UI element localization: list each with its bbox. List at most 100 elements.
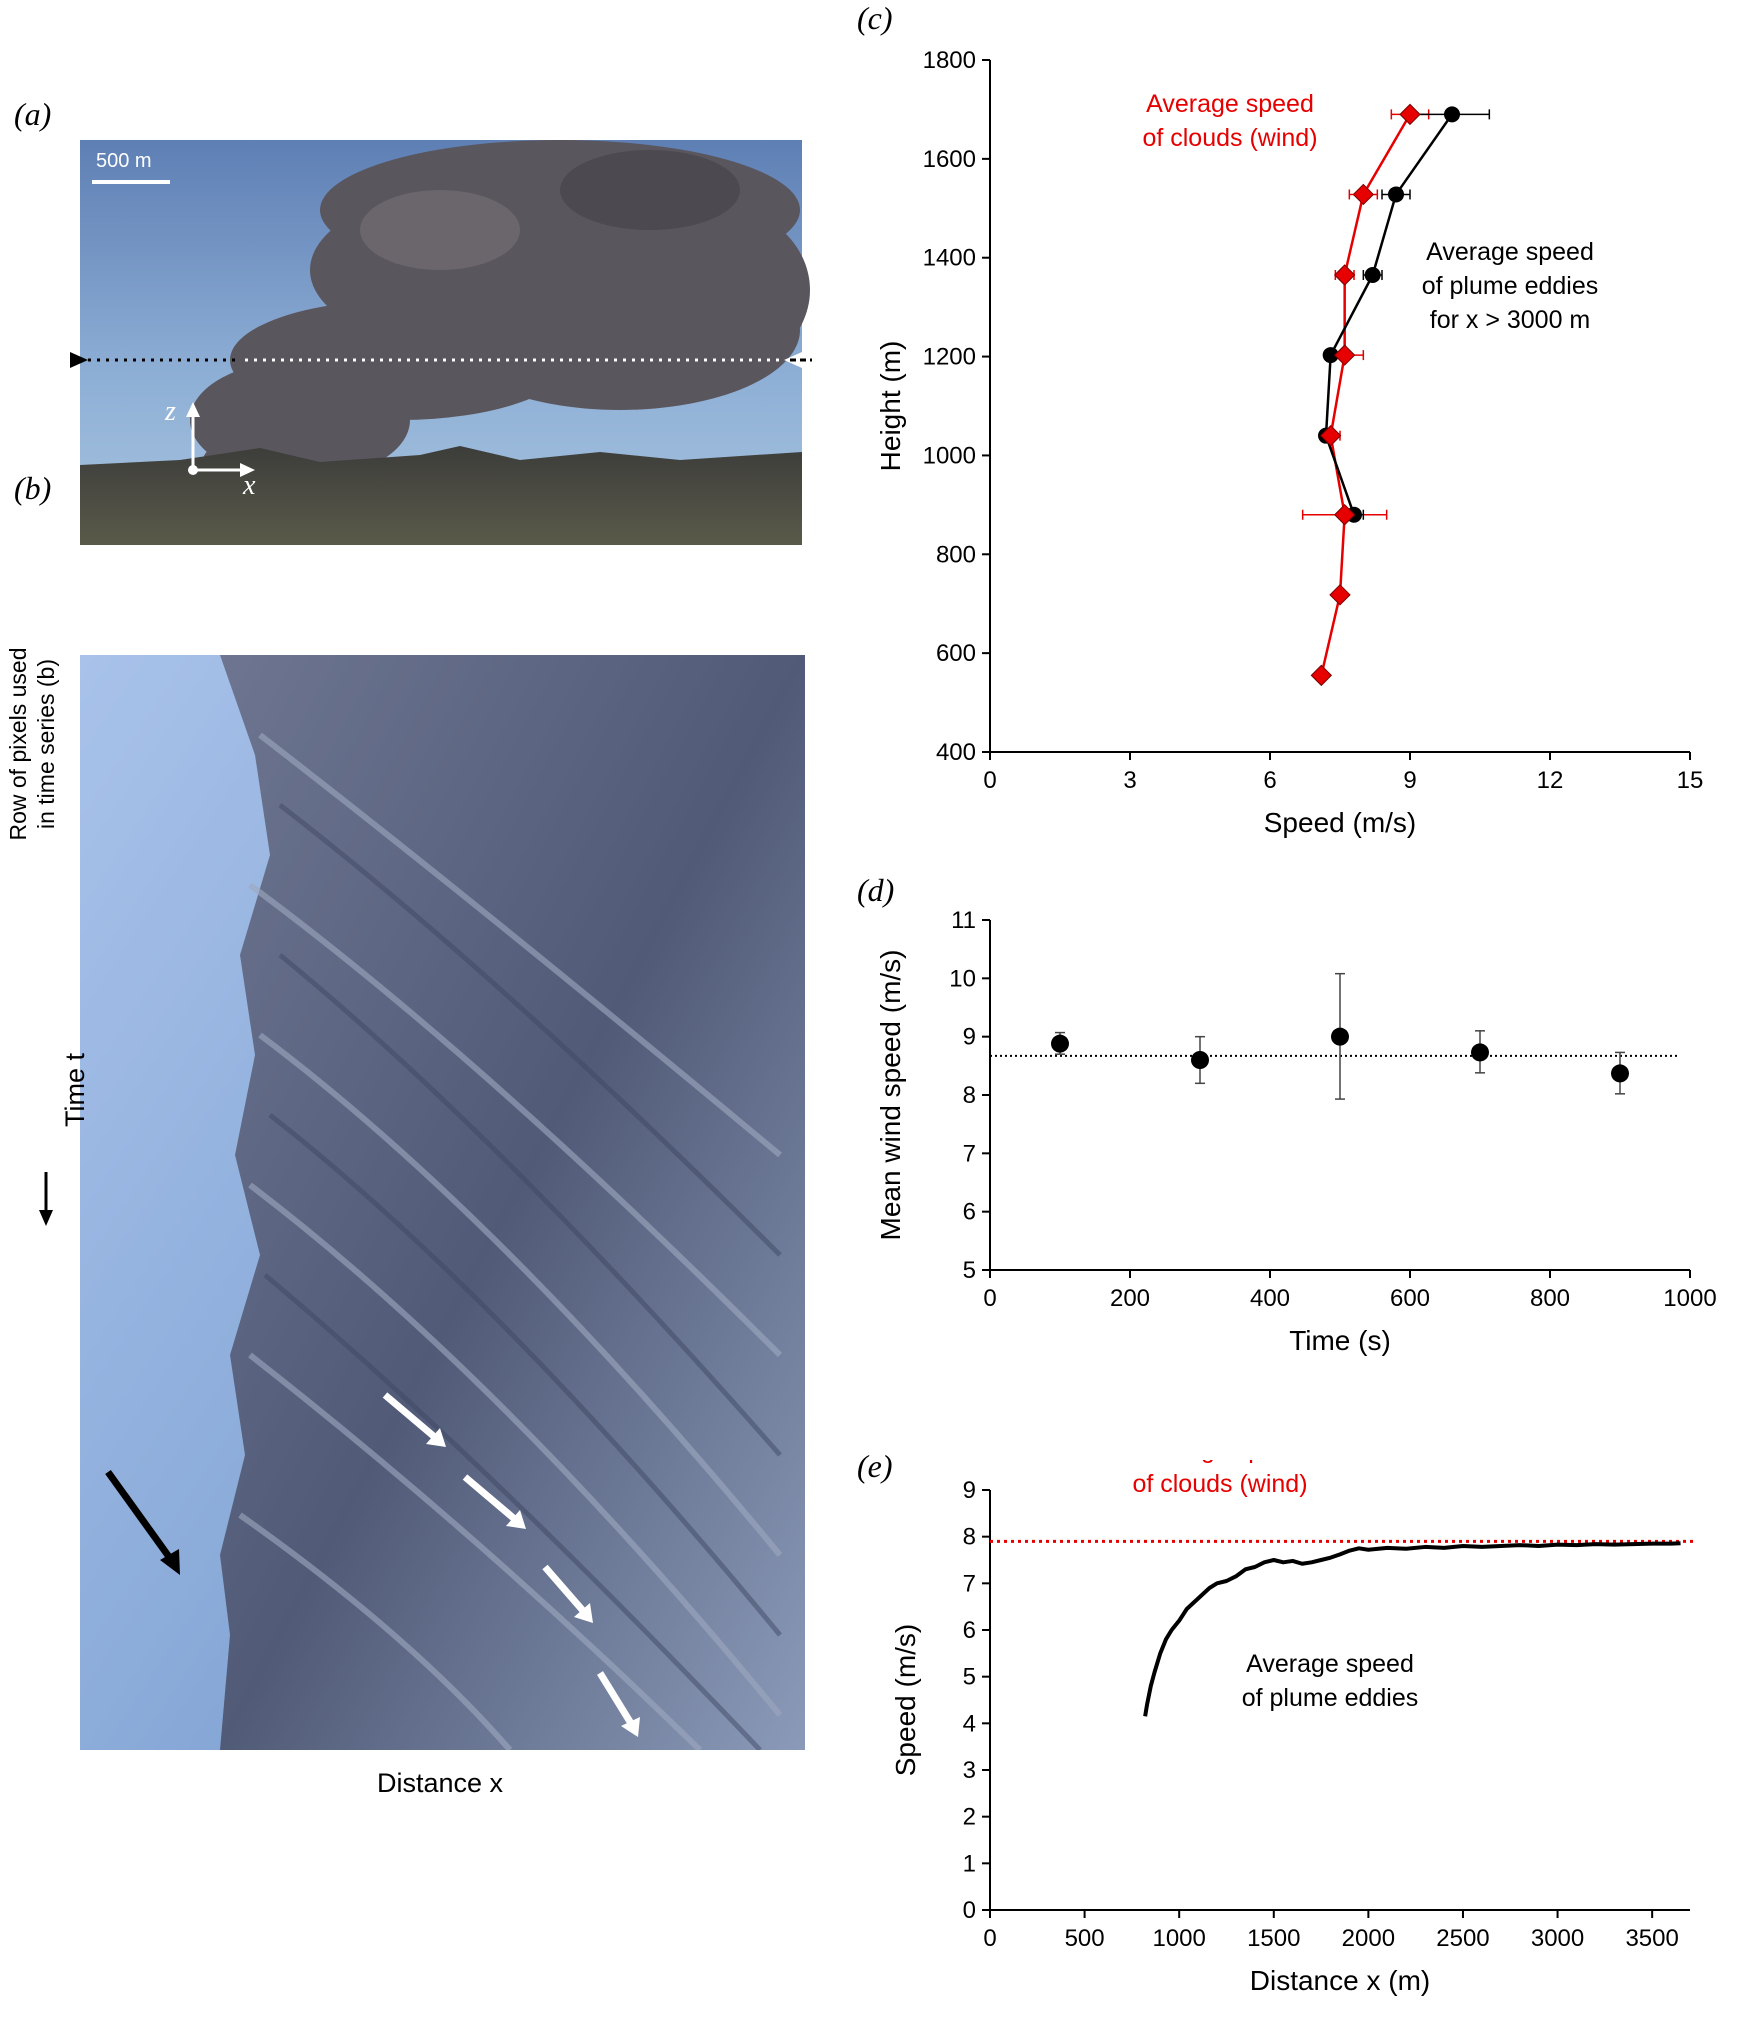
- y-tick-label: 1600: [923, 146, 976, 173]
- annotation-clouds-2: of clouds (wind): [1142, 124, 1317, 152]
- plume-streaks: [220, 655, 805, 1750]
- data-point: [1611, 1064, 1629, 1083]
- y-tick-label: 3: [963, 1757, 976, 1784]
- y-tick-label: 5: [963, 1664, 976, 1691]
- x-axis-title: Distance x (m): [1250, 1965, 1430, 1996]
- series-line-clouds: [1320, 113, 1412, 676]
- x-arrow-head-icon: [240, 463, 255, 477]
- row-pixels-label-line1: Row of pixels used: [5, 647, 31, 841]
- y-tick-label: 600: [936, 640, 976, 667]
- data-point: [1051, 1034, 1069, 1053]
- eddy-streaks-dark: [263, 803, 782, 1750]
- annotation-eddies-2: of plume eddies: [1422, 272, 1599, 300]
- y-tick-label: 7: [963, 1140, 976, 1167]
- annotation-eddies-2: of plume eddies: [1242, 1684, 1419, 1712]
- y-tick-label: 11: [951, 907, 976, 934]
- x-tick-label: 400: [1250, 1285, 1290, 1312]
- x-tick-label: 1000: [1152, 1925, 1205, 1952]
- x-tick-label: 2000: [1342, 1925, 1395, 1952]
- time-axis-label: Time t: [60, 1053, 90, 1127]
- scale-bar-label: 500 m: [96, 150, 152, 172]
- origin-dot: [188, 465, 198, 475]
- chart-c: 0 3 6 9 12 15 400 600 800 1000 1200 1400 1600 1800 Spe…: [875, 47, 1704, 838]
- x-tick-label: 2500: [1436, 1925, 1489, 1952]
- y-tick-label: 8: [963, 1524, 976, 1551]
- x-axis-label: x: [243, 470, 256, 501]
- data-point-clouds: [1310, 664, 1333, 687]
- data-point: [1191, 1051, 1209, 1069]
- y-tick-label: 4: [963, 1710, 976, 1737]
- x-tick-label: 15: [1677, 767, 1704, 794]
- data-point-eddies: [1444, 106, 1460, 123]
- panel-label-d: (d): [857, 872, 895, 908]
- black-arrowhead-icon: [160, 1549, 180, 1575]
- y-tick-label: 6: [963, 1617, 976, 1644]
- x-tick-label: 0: [983, 1925, 996, 1952]
- x-tick-label: 0: [983, 1285, 996, 1312]
- y-tick-label: 1: [963, 1850, 976, 1877]
- panel-a-photo: [70, 140, 812, 545]
- x-tick-label: 600: [1390, 1285, 1430, 1312]
- annotation-clouds-1: Average speed: [1136, 1460, 1304, 1464]
- x-tick-label: 500: [1065, 1925, 1105, 1952]
- y-tick-label: 8: [963, 1082, 976, 1109]
- data-point: [1471, 1043, 1489, 1062]
- x-tick-label: 3: [1123, 767, 1136, 794]
- y-tick-label: 9: [963, 1024, 976, 1051]
- data-point-clouds: [1333, 504, 1356, 526]
- data-point-clouds: [1352, 183, 1375, 206]
- x-tick-label: 1000: [1663, 1285, 1716, 1312]
- x-tick-label: 800: [1530, 1285, 1570, 1312]
- y-tick-label: 7: [963, 1570, 976, 1597]
- annotation-eddies-3: for x > 3000 m: [1430, 306, 1591, 334]
- y-tick-label: 0: [963, 1897, 976, 1924]
- eddy-streaks: [238, 732, 783, 1750]
- x-tick-label: 0: [983, 767, 996, 794]
- data-point-eddies: [1322, 347, 1339, 364]
- annotation-clouds-2: of clouds (wind): [1132, 1470, 1307, 1498]
- data-point-eddies: [1388, 186, 1404, 203]
- y-axis-title: Height (m): [875, 341, 906, 472]
- row-pixels-label: Row of pixels used in time series (b): [4, 644, 64, 844]
- x-tick-label: 3000: [1531, 1925, 1584, 1952]
- x-tick-label: 6: [1263, 767, 1276, 794]
- black-arrow: [105, 1469, 175, 1564]
- row-pixels-label-line2: in time series (b): [33, 659, 59, 829]
- data-point-clouds: [1329, 584, 1351, 606]
- y-tick-label: 1200: [923, 344, 976, 371]
- x-tick-label: 1500: [1247, 1925, 1300, 1952]
- annotation-clouds-1: Average speed: [1146, 90, 1314, 118]
- series-line-eddies: [1324, 113, 1454, 516]
- data-point-clouds: [1319, 424, 1342, 447]
- y-tick-label: 400: [936, 739, 976, 766]
- x-axis-title: Speed (m/s): [1264, 807, 1417, 838]
- time-arrow-icon: [39, 1172, 53, 1226]
- x-axis-title: Time (s): [1289, 1325, 1391, 1356]
- y-tick-label: 5: [963, 1257, 976, 1284]
- x-tick-label: 9: [1403, 767, 1416, 794]
- chart-e: 0 500 1000 1500 2000 2500 3000 3500 0 1 2 3 4 5 6 7 8 9 Di…: [890, 1460, 1695, 1996]
- x-tick-label: 3500: [1625, 1925, 1678, 1952]
- chart-d: 0 200 400 600 800 1000 5 6 7 8 9 10 11 Time (s) Mean w…: [875, 907, 1717, 1356]
- data-point-clouds: [1333, 344, 1356, 366]
- z-axis-label: z: [165, 396, 176, 427]
- data-point-clouds: [1399, 103, 1421, 126]
- white-arrows: [382, 1392, 635, 1727]
- x-tick-label: 12: [1537, 767, 1564, 794]
- annotation-eddies-1: Average speed: [1246, 1650, 1414, 1678]
- data-point-eddies: [1364, 267, 1381, 284]
- panel-label-e: (e): [857, 1448, 893, 1484]
- panel-label-c: (c): [857, 0, 893, 36]
- y-tick-label: 1400: [923, 245, 976, 272]
- y-axis-title: Mean wind speed (m/s): [875, 949, 906, 1240]
- distance-axis-label: Distance x: [376, 1768, 504, 1798]
- y-axis-title: Speed (m/s): [890, 1624, 921, 1777]
- white-arrowheads-icon: [426, 1428, 640, 1737]
- y-tick-label: 2: [963, 1804, 976, 1831]
- y-tick-label: 10: [949, 965, 976, 992]
- annotation-eddies-1: Average speed: [1426, 238, 1594, 266]
- arrow-right-icon: [70, 352, 88, 368]
- ground-ridge: [80, 446, 802, 545]
- ash-plume: [190, 140, 810, 510]
- data-point: [1331, 1027, 1349, 1046]
